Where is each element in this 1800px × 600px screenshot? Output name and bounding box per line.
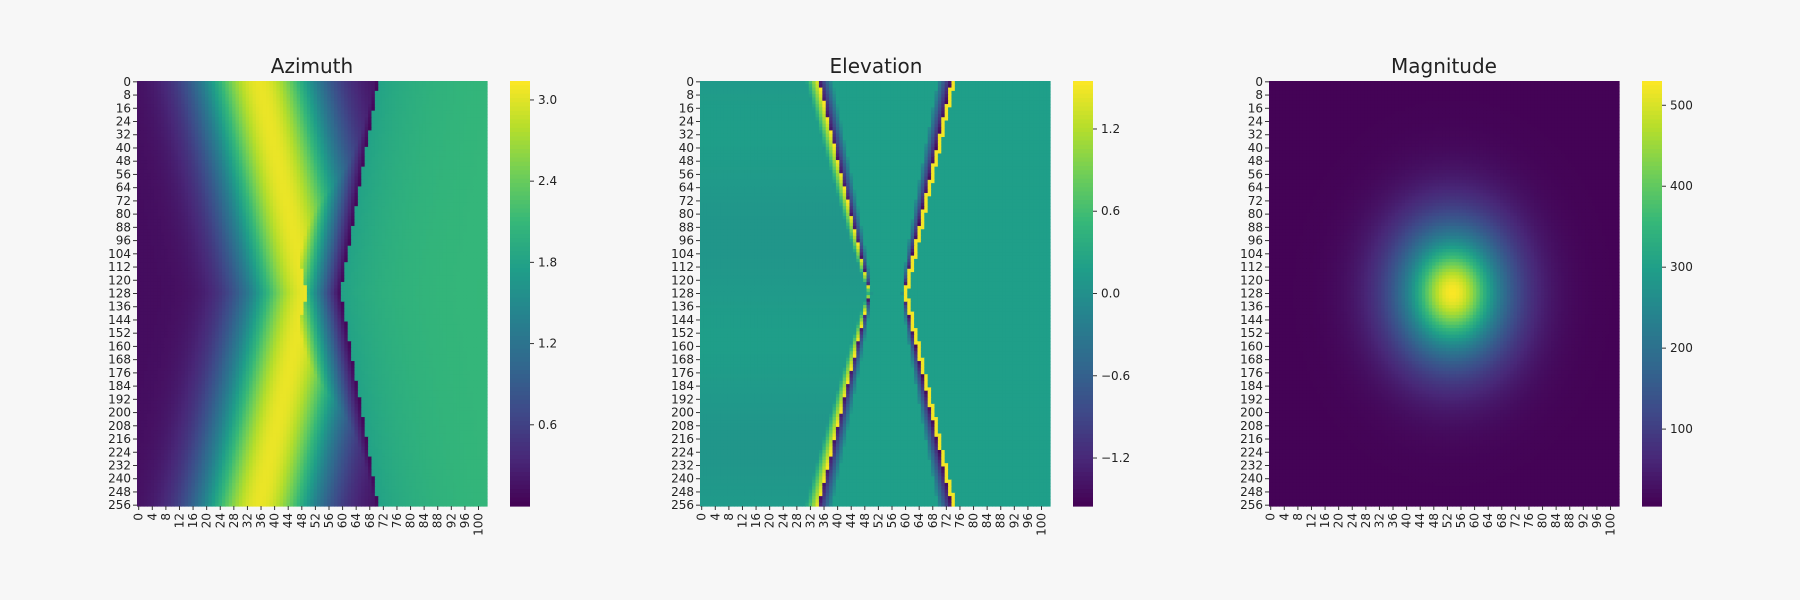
azimuth-panel: Azimuth 08162432404856647280889610411212… [108, 54, 557, 536]
azimuth-title: Azimuth [271, 54, 353, 78]
azimuth-heatmap [137, 81, 488, 507]
